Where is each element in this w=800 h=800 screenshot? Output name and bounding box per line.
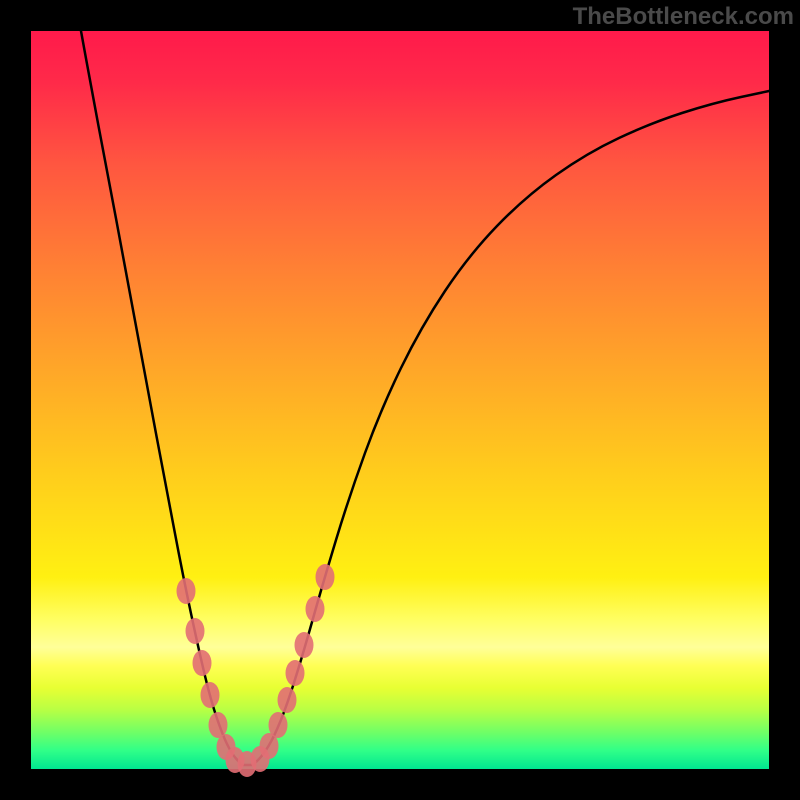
- chart-frame: TheBottleneck.com: [0, 0, 800, 800]
- bottleneck-curve: [81, 31, 769, 765]
- data-marker: [269, 712, 288, 738]
- watermark-text: TheBottleneck.com: [573, 3, 794, 31]
- curve-layer: [31, 31, 769, 769]
- plot-area: [31, 31, 769, 769]
- data-marker: [286, 660, 305, 686]
- data-marker: [201, 682, 220, 708]
- marker-group: [177, 564, 335, 777]
- data-marker: [193, 650, 212, 676]
- data-marker: [278, 687, 297, 713]
- data-marker: [316, 564, 335, 590]
- data-marker: [186, 618, 205, 644]
- data-marker: [295, 632, 314, 658]
- data-marker: [177, 578, 196, 604]
- data-marker: [306, 596, 325, 622]
- data-marker: [209, 712, 228, 738]
